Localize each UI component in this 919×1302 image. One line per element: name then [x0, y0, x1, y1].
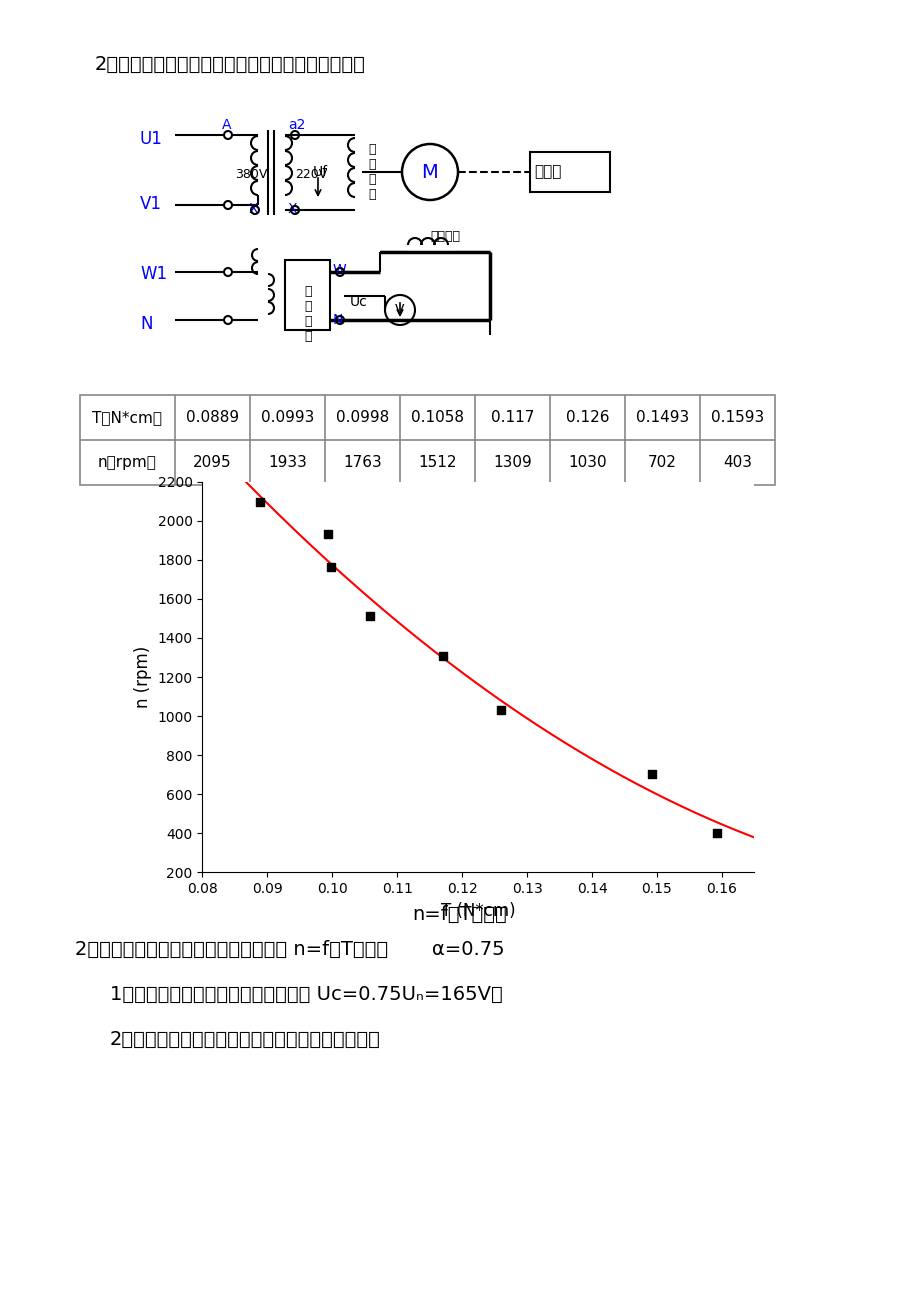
Point	[435, 646, 449, 667]
Point	[323, 557, 338, 578]
Text: n=f（T）曲线: n=f（T）曲线	[413, 905, 506, 924]
Text: 0.0998: 0.0998	[335, 410, 389, 424]
Text: 1763: 1763	[343, 454, 381, 470]
Text: 0.1493: 0.1493	[635, 410, 688, 424]
Text: 220V: 220V	[295, 168, 327, 181]
Text: 2）调节涡流测功机的给定调节，记录力矩和转速。: 2）调节涡流测功机的给定调节，记录力矩和转速。	[110, 1030, 380, 1049]
Text: 控制绕组: 控制绕组	[429, 230, 460, 243]
Text: 380V: 380V	[234, 168, 267, 181]
Text: 1512: 1512	[418, 454, 456, 470]
Text: 0.0993: 0.0993	[260, 410, 314, 424]
Text: 1309: 1309	[493, 454, 531, 470]
Y-axis label: n (rpm): n (rpm)	[134, 646, 152, 708]
Text: n（rpm）: n（rpm）	[98, 454, 157, 470]
Text: 1030: 1030	[568, 454, 607, 470]
Bar	[529, 152, 609, 191]
Bar	[80, 395, 774, 486]
Text: X: X	[249, 202, 258, 216]
Point	[494, 700, 508, 721]
Text: N: N	[140, 315, 153, 333]
Text: U1: U1	[140, 130, 163, 148]
Text: T（N*cm）: T（N*cm）	[93, 410, 163, 424]
Text: a2: a2	[288, 118, 305, 132]
Text: 测功机: 测功机	[533, 164, 561, 180]
Text: 2）调节涡流测功机的给定调节，记录力矩和转速。: 2）调节涡流测功机的给定调节，记录力矩和转速。	[95, 55, 366, 74]
Point	[253, 492, 267, 513]
Text: 702: 702	[647, 454, 676, 470]
Text: W: W	[333, 263, 346, 277]
Text: 2．测定交流伺服电机机械特性，并绘制 n=f（T）曲线       α=0.75: 2．测定交流伺服电机机械特性，并绘制 n=f（T）曲线 α=0.75	[75, 940, 505, 960]
Text: V1: V1	[140, 195, 162, 214]
Text: 0.1593: 0.1593	[710, 410, 764, 424]
Text: 2095: 2095	[193, 454, 232, 470]
Text: 0.117: 0.117	[490, 410, 534, 424]
Text: V: V	[395, 303, 404, 316]
Text: 0.126: 0.126	[565, 410, 608, 424]
Text: X: X	[288, 202, 297, 216]
Text: M: M	[421, 163, 437, 181]
Point	[709, 823, 724, 844]
Bar	[285, 260, 330, 329]
Text: A: A	[221, 118, 232, 132]
Text: Uc: Uc	[349, 296, 368, 309]
Point	[320, 523, 335, 544]
Text: N: N	[333, 312, 343, 327]
Text: W1: W1	[140, 266, 167, 283]
Text: 1）启动主电源，调节三相调压器，使 Uc=0.75Uₙ=165V；: 1）启动主电源，调节三相调压器，使 Uc=0.75Uₙ=165V；	[110, 986, 502, 1004]
Text: 403: 403	[722, 454, 751, 470]
Text: 过
流
保
护: 过 流 保 护	[304, 285, 312, 342]
Text: 励
磁
绕
组: 励 磁 绕 组	[368, 143, 375, 201]
Text: 0.1058: 0.1058	[411, 410, 463, 424]
Point	[644, 764, 659, 785]
Text: Uf: Uf	[312, 165, 328, 178]
X-axis label: T (N*cm): T (N*cm)	[440, 901, 516, 919]
Text: 0.0889: 0.0889	[186, 410, 239, 424]
Point	[362, 605, 377, 626]
Text: 1933: 1933	[267, 454, 307, 470]
